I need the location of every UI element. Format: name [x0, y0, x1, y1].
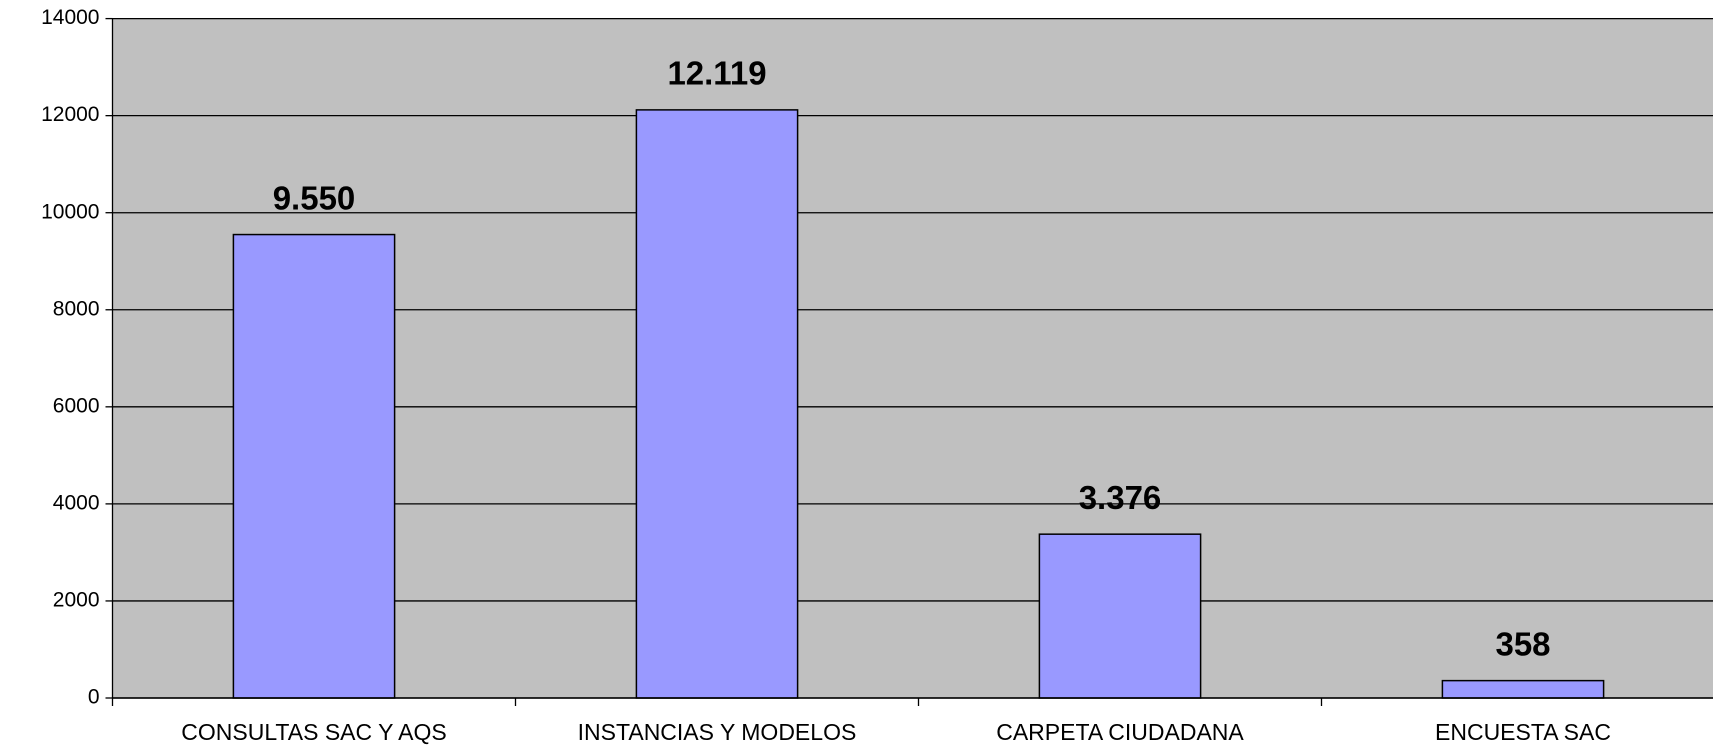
y-tick-label: 8000: [53, 297, 100, 320]
x-tick-label: ENCUESTA SAC: [1435, 719, 1611, 745]
y-tick-label: 4000: [53, 491, 100, 514]
y-tick-label: 0: [88, 686, 100, 709]
value-label: 3.376: [1079, 479, 1162, 516]
y-tick-label: 12000: [41, 103, 99, 126]
bar: [1441, 679, 1605, 699]
x-tick-label: CONSULTAS SAC Y AQS: [181, 719, 446, 745]
bar: [232, 233, 396, 699]
bar: [1038, 533, 1202, 699]
y-tick-label: 10000: [41, 200, 99, 223]
bar: [635, 109, 799, 699]
x-tick-label: CARPETA CIUDADANA: [996, 719, 1244, 745]
value-label: 9.550: [273, 179, 356, 216]
value-label: 358: [1495, 625, 1550, 662]
y-tick-label: 6000: [53, 394, 100, 417]
x-tick-label: INSTANCIAS Y MODELOS: [578, 719, 857, 745]
y-tick-label: 14000: [41, 6, 99, 29]
y-tick-label: 2000: [53, 588, 100, 611]
value-label: 12.119: [667, 55, 766, 92]
